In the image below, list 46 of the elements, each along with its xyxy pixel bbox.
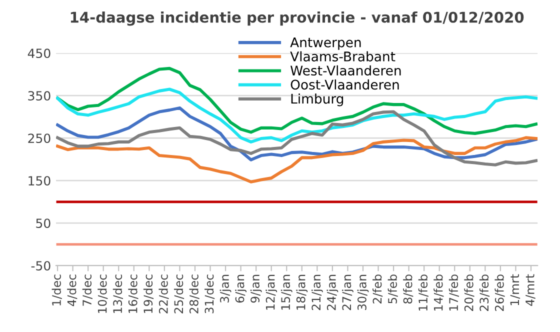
x-tick-label: 11/feb — [418, 274, 428, 311]
x-tick-label: 30/jan — [357, 274, 369, 310]
x-tick-label: 27/jan — [342, 274, 354, 310]
legend-label: Limburg — [291, 94, 344, 106]
x-tick-label: 24/jan — [326, 274, 338, 310]
x-tick-label: 1/mrt — [510, 274, 520, 306]
x-tick-label: 21/jan — [311, 274, 323, 310]
chart-title: 14-daagse incidentie per provincie - vanaf 01/012/2020 — [70, 11, 524, 26]
x-tick-label: 1/dec — [52, 274, 62, 306]
legend-label: Vlaams-Brabant — [290, 51, 396, 62]
y-tick-label: 350 — [28, 91, 50, 101]
x-tick-label: 22/dec — [158, 274, 169, 314]
line-series — [56, 136, 538, 184]
x-tick-label: 25/dec — [174, 274, 184, 314]
x-tick-label: 19/dec — [143, 274, 154, 313]
x-tick-label: 13/dec — [112, 274, 123, 313]
legend-label: Oost-Vlaanderen — [290, 79, 399, 90]
x-tick-label: 14/feb — [434, 274, 444, 311]
x-tick-label: 2/feb — [372, 274, 383, 304]
y-tick-label: 450 — [28, 48, 50, 58]
x-tick-label: 3/jan — [220, 274, 232, 303]
x-tick-label: 12/jan — [266, 274, 278, 310]
x-tick-label: 26/feb — [494, 274, 505, 311]
y-tick-label: 150 — [28, 176, 50, 186]
x-tick-label: 17/feb — [448, 274, 459, 311]
x-tick-label: 7/dec — [82, 274, 92, 306]
x-tick-label: 31/dec — [204, 274, 215, 314]
x-tick-label: 18/jan — [296, 274, 308, 310]
y-tick-label: 50 — [36, 218, 50, 228]
x-tick-label: 15/jan — [280, 274, 292, 310]
x-tick-label: 10/dec — [98, 274, 108, 313]
x-tick-label: 5/feb — [388, 274, 398, 304]
x-tick-label: 9/jan — [250, 274, 262, 303]
legend-label: West-Vlaanderen — [290, 65, 401, 76]
y-tick-label: -50 — [31, 261, 50, 271]
x-tick-label: 16/dec — [128, 274, 138, 313]
line-series — [56, 66, 538, 135]
x-tick-label: 28/dec — [189, 274, 200, 314]
x-tick-label: 4/mrt — [526, 274, 536, 306]
x-tick-label: 20/feb — [464, 274, 474, 311]
x-tick-label: 8/feb — [403, 274, 414, 304]
legend-label: Antwerpen — [290, 38, 361, 50]
x-tick-label: 23/feb — [479, 274, 490, 311]
x-tick-label: 4/dec — [67, 274, 78, 306]
y-tick-label: 250 — [28, 134, 50, 144]
x-tick-label: 6/jan — [235, 274, 247, 303]
